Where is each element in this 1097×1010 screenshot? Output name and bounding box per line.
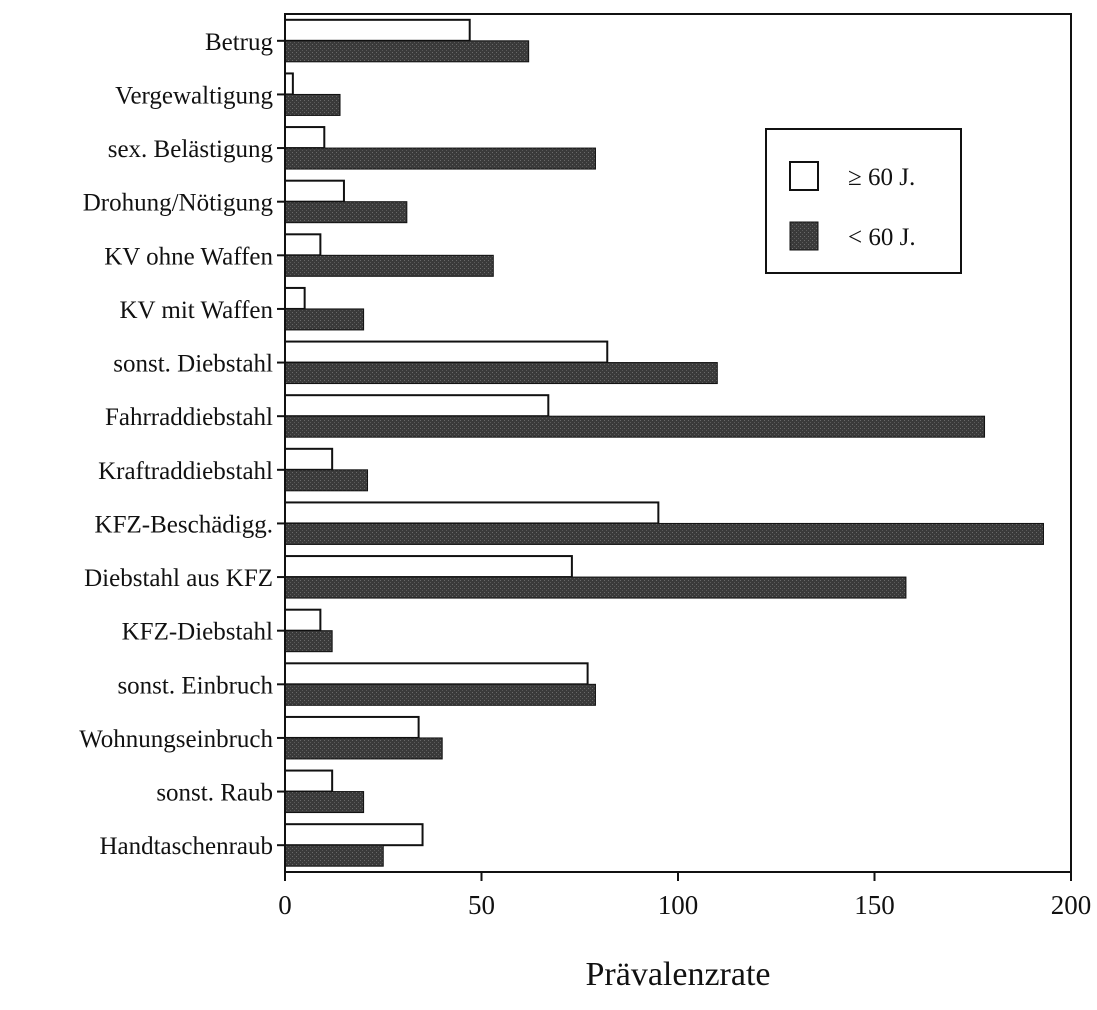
bar-older-0 <box>284 18 471 42</box>
bar-older-10 <box>284 555 573 579</box>
bar-older-3 <box>284 179 345 203</box>
bar-younger-3 <box>284 201 408 224</box>
bar-younger-15 <box>284 844 384 867</box>
category-label-5: KV mit Waffen <box>119 297 273 324</box>
bar-younger-4 <box>284 254 494 277</box>
bar-older-4 <box>284 233 322 257</box>
bar-older-9 <box>284 501 660 525</box>
bar-older-14 <box>284 769 334 793</box>
bar-younger-1 <box>284 93 341 116</box>
x-tick-label-2: 100 <box>658 890 699 920</box>
x-tick-label-1: 50 <box>468 890 495 920</box>
category-label-12: sonst. Einbruch <box>117 672 273 699</box>
bar-younger-8 <box>284 469 369 492</box>
bar-older-12 <box>284 662 589 686</box>
bars-layer <box>284 18 1044 867</box>
bar-older-5 <box>284 286 306 310</box>
bar-younger-5 <box>284 308 365 331</box>
x-tick-label-4: 200 <box>1051 890 1092 920</box>
ticks-layer: Betrug Vergewaltigung sex. Belästigung Droh… <box>79 29 1091 920</box>
bar-younger-6 <box>284 362 718 385</box>
x-tick-label-0: 0 <box>278 890 292 920</box>
legend-box <box>765 128 962 274</box>
bar-younger-7 <box>284 415 986 438</box>
bar-younger-0 <box>284 40 530 63</box>
x-tick-label-3: 150 <box>854 890 895 920</box>
bar-younger-14 <box>284 791 365 814</box>
bar-younger-9 <box>284 522 1044 545</box>
bar-older-6 <box>284 340 609 364</box>
bar-older-13 <box>284 715 420 739</box>
category-label-13: Wohnungseinbruch <box>79 726 273 753</box>
bar-older-1 <box>284 72 294 96</box>
category-label-11: KFZ-Diebstahl <box>122 619 273 646</box>
category-label-4: KV ohne Waffen <box>104 243 273 270</box>
category-label-7: Fahrraddiebstahl <box>105 404 273 431</box>
bar-younger-12 <box>284 683 596 706</box>
legend-swatch-younger <box>789 221 819 251</box>
category-label-1: Vergewaltigung <box>115 82 273 109</box>
category-label-15: Handtaschenraub <box>99 833 273 860</box>
bar-older-8 <box>284 447 334 471</box>
category-label-10: Diebstahl aus KFZ <box>84 565 273 592</box>
bar-younger-10 <box>284 576 907 599</box>
category-label-9: KFZ-Beschädigg. <box>95 511 273 538</box>
legend-label-older: ≥ 60 J. <box>848 164 915 191</box>
bar-younger-2 <box>284 147 596 170</box>
bar-younger-13 <box>284 737 443 760</box>
bar-older-15 <box>284 823 424 847</box>
category-label-0: Betrug <box>205 29 274 56</box>
category-label-2: sex. Belästigung <box>108 136 274 163</box>
bar-older-2 <box>284 126 326 150</box>
bar-older-7 <box>284 394 550 418</box>
x-axis-title: Prävalenzrate <box>586 956 771 993</box>
category-label-6: sonst. Diebstahl <box>113 351 273 378</box>
legend-swatch-older <box>789 161 819 191</box>
category-label-8: Kraftraddiebstahl <box>98 458 273 485</box>
bar-older-11 <box>284 608 322 632</box>
legend: ≥ 60 J. < 60 J. <box>765 128 962 274</box>
legend-label-younger: < 60 J. <box>848 224 916 251</box>
category-label-14: sonst. Raub <box>156 780 273 807</box>
bar-younger-11 <box>284 630 333 653</box>
category-label-3: Drohung/Nötigung <box>83 190 274 217</box>
